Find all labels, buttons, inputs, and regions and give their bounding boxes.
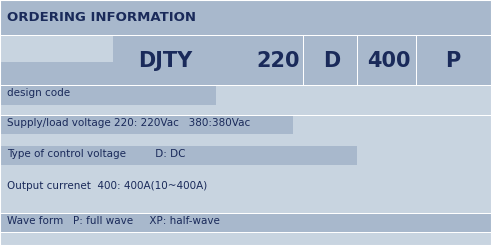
Bar — [0, 36, 113, 62]
Text: 220: 220 — [256, 51, 300, 71]
Bar — [0, 0, 492, 36]
Text: Output currenet  400: 400A(10~400A): Output currenet 400: 400A(10~400A) — [7, 181, 208, 191]
Text: ORDERING INFORMATION: ORDERING INFORMATION — [7, 11, 196, 24]
Bar — [416, 36, 417, 86]
Bar — [0, 86, 216, 105]
Bar — [0, 245, 492, 246]
Bar — [0, 36, 492, 86]
Bar — [0, 115, 492, 116]
Text: D: D — [323, 51, 341, 71]
Bar — [0, 85, 492, 86]
Bar — [0, 232, 492, 233]
Bar — [0, 85, 492, 86]
Text: 400: 400 — [367, 51, 410, 71]
Text: Type of control voltage         D: DC: Type of control voltage D: DC — [7, 149, 186, 159]
Bar — [0, 35, 492, 36]
Bar — [0, 116, 293, 134]
Text: design code: design code — [7, 89, 70, 98]
Text: Supply/load voltage 220: 220Vac   380:380Vac: Supply/load voltage 220: 220Vac 380:380V… — [7, 118, 250, 128]
Text: DJTY: DJTY — [138, 51, 192, 71]
Text: P: P — [445, 51, 460, 71]
Bar — [0, 214, 492, 232]
Text: Wave form   P: full wave     XP: half-wave: Wave form P: full wave XP: half-wave — [7, 216, 220, 226]
Bar — [0, 146, 357, 165]
Bar — [357, 36, 358, 86]
Bar — [303, 36, 304, 86]
Bar — [0, 213, 492, 214]
